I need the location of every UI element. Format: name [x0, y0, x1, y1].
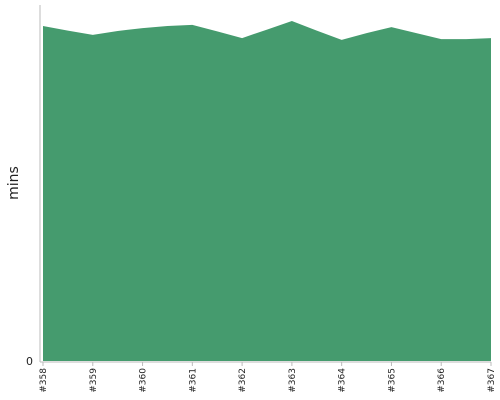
x-tick-label: #365: [387, 368, 397, 393]
x-tick-label: #362: [238, 368, 248, 393]
x-tick-label: #366: [437, 368, 447, 393]
y-tick-label: 0: [26, 355, 33, 368]
x-tick-label: #360: [139, 368, 149, 393]
x-tick-label: #361: [188, 368, 198, 393]
x-tick-label: #364: [338, 368, 348, 393]
y-axis-label: mins: [6, 166, 22, 200]
x-tick-label: #358: [39, 368, 49, 393]
area: [43, 21, 491, 362]
x-tick-label: #359: [89, 368, 99, 393]
x-tick-label: #363: [288, 368, 298, 393]
x-tick-label: #367: [487, 368, 497, 393]
